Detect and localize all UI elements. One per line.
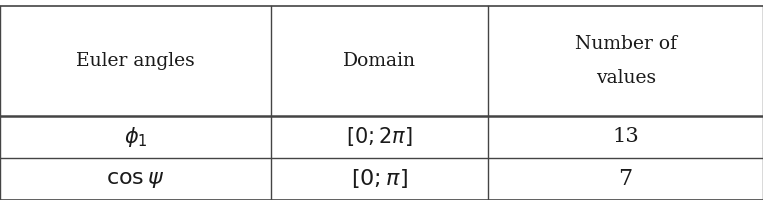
Text: Euler angles: Euler angles — [76, 52, 195, 70]
Text: 7: 7 — [619, 168, 633, 190]
Text: $\cos\psi$: $\cos\psi$ — [106, 168, 165, 190]
Text: Domain: Domain — [343, 52, 416, 70]
Text: $[0; \pi]$: $[0; \pi]$ — [351, 168, 408, 190]
Text: $[0; 2\pi]$: $[0; 2\pi]$ — [346, 126, 413, 148]
Text: 13: 13 — [612, 128, 639, 146]
Text: Number of
values: Number of values — [575, 35, 677, 87]
Text: $\phi_1$: $\phi_1$ — [124, 125, 147, 149]
